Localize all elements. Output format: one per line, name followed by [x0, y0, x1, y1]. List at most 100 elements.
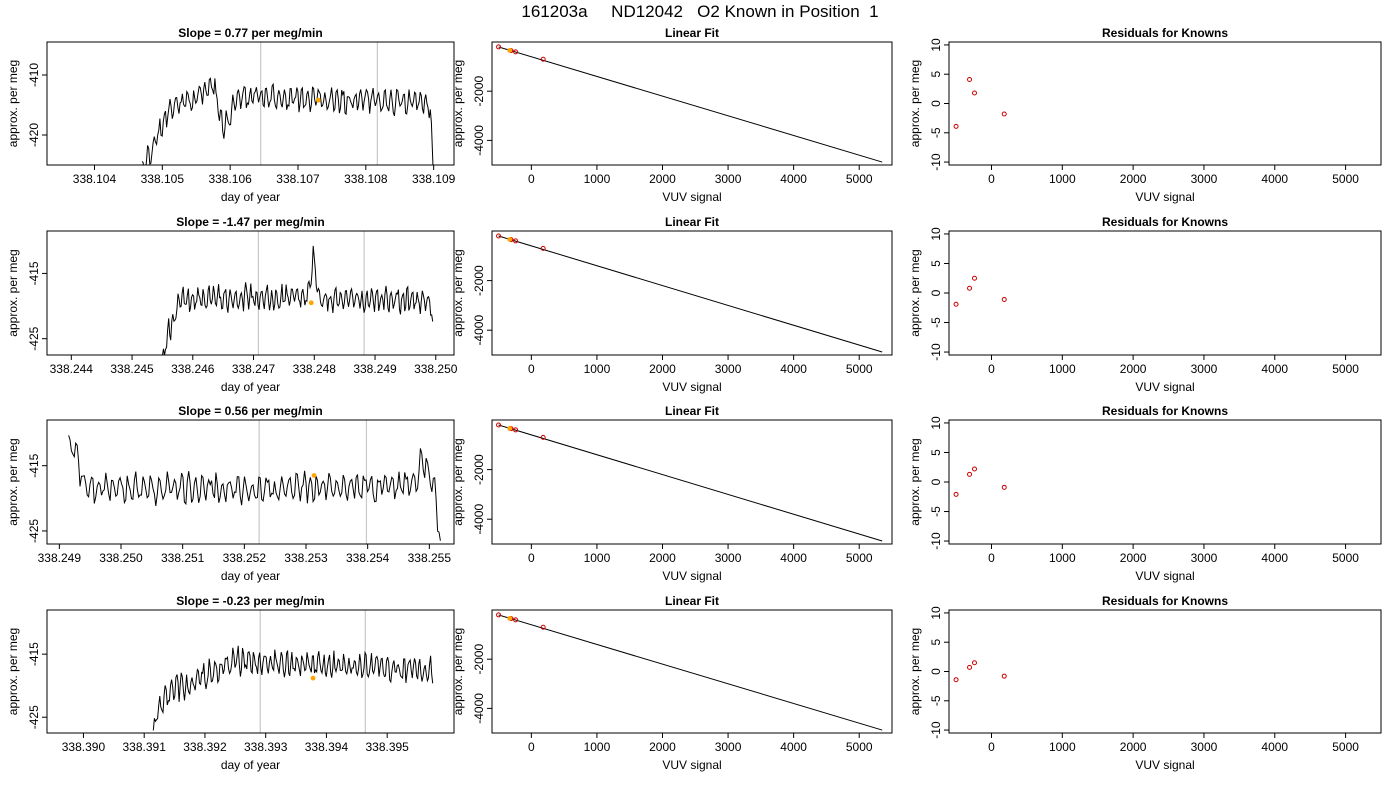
fit-line — [498, 46, 883, 163]
fit-line — [498, 424, 883, 542]
y-tick-label: -2000 — [472, 454, 486, 485]
data-point — [967, 664, 973, 670]
x-tick-label: 1000 — [584, 551, 611, 565]
y-tick-label: -415 — [27, 453, 41, 477]
x-tick-label: 3000 — [715, 551, 742, 565]
x-tick-label: 5000 — [846, 362, 873, 376]
x-tick-label: 4000 — [780, 172, 807, 186]
fit-line — [498, 235, 883, 353]
x-tick-label: 3000 — [1191, 740, 1218, 754]
x-tick-label: 338.254 — [346, 551, 390, 565]
x-axis-label: VUV signal — [1135, 380, 1194, 394]
data-point — [1001, 484, 1007, 490]
panel-3-2: 0 1000 2000 3000 4000 5000 -4000 -2000 Linear Fi… — [451, 404, 893, 583]
x-tick-label: 338.245 — [110, 362, 154, 376]
y-tick-label: -4000 — [472, 504, 486, 535]
y-axis-label: approx. per meg — [451, 60, 465, 147]
y-tick-label: 5 — [929, 449, 943, 456]
panel-2-3: 0 1000 2000 3000 4000 5000 -10 -5 0 5 10 Residuals … — [908, 215, 1382, 394]
panel-title: Slope = -1.47 per meg/min — [176, 215, 324, 229]
x-tick-label: 338.107 — [276, 172, 320, 186]
data-point — [953, 123, 959, 129]
x-tick-label: 3000 — [715, 740, 742, 754]
x-tick-label: 338.251 — [161, 551, 205, 565]
y-axis-label: approx. per meg — [908, 249, 922, 336]
data-point — [513, 617, 519, 623]
x-tick-label: 2000 — [1120, 740, 1147, 754]
y-axis-label: approx. per meg — [6, 438, 20, 525]
plot-frame — [491, 609, 893, 734]
y-axis-label: approx. per meg — [451, 628, 465, 715]
data-point — [496, 612, 502, 618]
plot-area — [496, 233, 883, 353]
x-axis-label: VUV signal — [1135, 758, 1194, 772]
x-tick-label: 5000 — [1332, 551, 1359, 565]
y-tick-label: -415 — [27, 261, 41, 285]
data-point — [513, 238, 519, 244]
plot-area — [953, 466, 1007, 497]
x-tick-label: 338.395 — [365, 740, 409, 754]
plot-area — [68, 420, 441, 544]
y-axis-label: approx. per meg — [451, 249, 465, 336]
y-tick-label: -425 — [27, 705, 41, 729]
x-tick-label: 1000 — [584, 362, 611, 376]
y-tick-label: 5 — [929, 71, 943, 78]
fit-line — [498, 614, 883, 731]
x-axis-label: day of year — [221, 380, 280, 394]
data-point — [971, 90, 977, 96]
y-tick-label: -410 — [27, 63, 41, 87]
x-tick-label: 338.393 — [244, 740, 288, 754]
plot-area — [953, 275, 1007, 307]
data-point — [967, 76, 973, 82]
panel-title: Slope = -0.23 per meg/min — [176, 594, 324, 608]
data-trace — [68, 435, 441, 541]
y-tick-label: -4000 — [472, 125, 486, 156]
x-tick-label: 338.394 — [305, 740, 349, 754]
x-tick-label: 338.244 — [50, 362, 94, 376]
x-tick-label: 338.104 — [73, 172, 117, 186]
x-tick-label: 338.249 — [38, 551, 82, 565]
y-tick-label: 0 — [929, 289, 943, 296]
data-trace — [161, 245, 434, 355]
x-tick-label: 2000 — [649, 172, 676, 186]
data-point — [540, 624, 546, 630]
x-tick-label: 1000 — [1049, 172, 1076, 186]
panel-title: Slope = 0.56 per meg/min — [178, 404, 322, 418]
panel-4-3: 0 1000 2000 3000 4000 5000 -10 -5 0 5 10 Residuals … — [908, 594, 1382, 772]
data-point — [953, 677, 959, 683]
x-tick-label: 338.252 — [223, 551, 267, 565]
data-point — [1001, 296, 1007, 302]
x-tick-label: 338.255 — [408, 551, 452, 565]
y-tick-label: 5 — [929, 639, 943, 646]
data-point — [496, 44, 502, 50]
y-tick-label: -425 — [27, 326, 41, 350]
x-tick-label: 338.105 — [141, 172, 185, 186]
plot-frame — [46, 609, 455, 734]
x-axis-label: day of year — [221, 569, 280, 583]
x-axis-label: VUV signal — [1135, 569, 1194, 583]
y-axis-label: approx. per meg — [908, 60, 922, 147]
highlight-marker — [311, 473, 317, 478]
x-tick-label: 0 — [528, 551, 535, 565]
y-tick-label: -2000 — [472, 644, 486, 675]
page-title: 161203a ND12042 O2 Known in Position 1 — [521, 2, 879, 21]
y-tick-label: -10 — [929, 343, 943, 361]
x-tick-label: 1000 — [1049, 740, 1076, 754]
x-tick-label: 338.248 — [293, 362, 337, 376]
x-tick-label: 0 — [988, 740, 995, 754]
highlight-marker — [507, 237, 513, 242]
plot-area — [496, 44, 883, 163]
y-tick-label: -415 — [27, 642, 41, 666]
x-tick-label: 3000 — [715, 172, 742, 186]
data-point — [971, 275, 977, 281]
panel-title: Linear Fit — [665, 404, 719, 418]
panel-1-2: 0 1000 2000 3000 4000 5000 -4000 -2000 Linear Fi… — [451, 26, 893, 204]
x-tick-label: 3000 — [1191, 172, 1218, 186]
x-tick-label: 338.247 — [232, 362, 276, 376]
y-tick-label: 10 — [929, 606, 943, 620]
panel-2-2: 0 1000 2000 3000 4000 5000 -4000 -2000 Linear Fi… — [451, 215, 893, 394]
x-tick-label: 5000 — [1332, 172, 1359, 186]
x-tick-label: 5000 — [846, 551, 873, 565]
data-point — [971, 660, 977, 666]
x-tick-label: 2000 — [649, 551, 676, 565]
